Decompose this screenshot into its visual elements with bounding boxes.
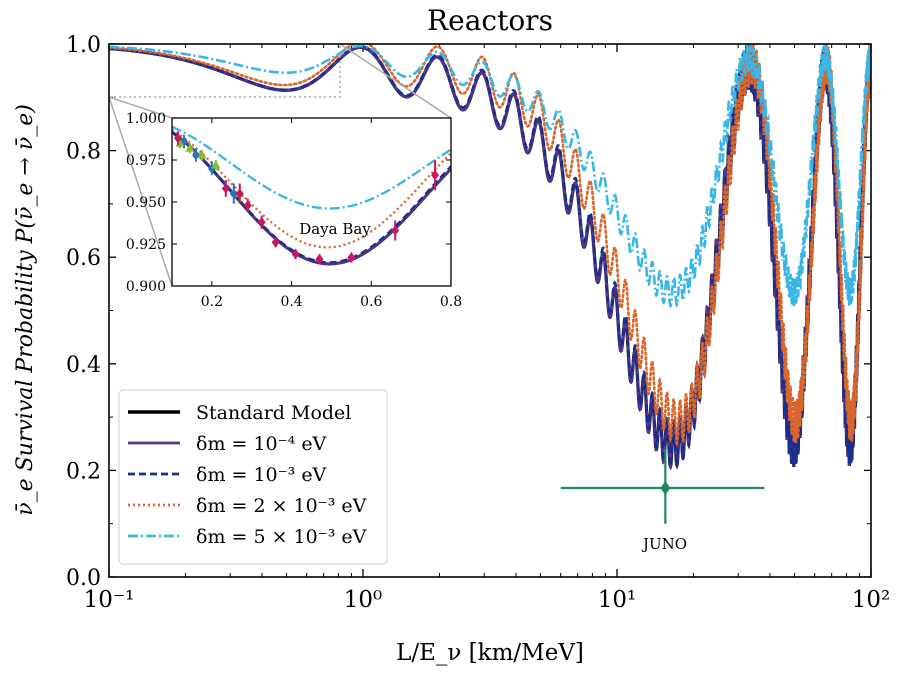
inset-point-green (185, 143, 195, 152)
main-plot-frame (108, 43, 872, 578)
inset-zoom-guides (108, 43, 452, 287)
y-tick-label: 0.0 (66, 566, 101, 591)
inset-curve-1 (172, 131, 451, 266)
y-tick-label: 0.4 (66, 353, 101, 378)
inset-point-green (197, 149, 207, 159)
legend-label-0: Standard Model (196, 402, 351, 424)
inset-point-magenta (257, 217, 266, 228)
legend-label-3: δm = 2 × 10⁻³ eV (196, 495, 367, 517)
inset-point-magenta (431, 170, 440, 181)
inset-y-tick-label: 0.975 (126, 153, 166, 169)
inset-x-tick-label: 0.6 (360, 294, 382, 310)
inset-point-magenta (391, 225, 400, 236)
y-tick-label: 1.0 (66, 33, 101, 58)
legend-label-4: δm = 5 × 10⁻³ eV (196, 526, 367, 548)
inset-x-tick-label: 0.2 (201, 294, 223, 310)
y-tick-label: 0.2 (66, 459, 101, 484)
inset-y-tick-label: 0.950 (126, 195, 166, 211)
inset-point-magenta (221, 183, 230, 194)
inset-point-magenta (235, 188, 244, 199)
inset-point-blue (192, 151, 200, 159)
inset-point-magenta (315, 254, 324, 265)
inset-curves (172, 125, 451, 266)
inset-label: Daya Bay (299, 220, 371, 238)
curve-3 (109, 44, 871, 447)
inset-x-tick-label: 0.4 (280, 294, 302, 310)
inset-axis-ticks: 0.2 0.4 0.6 0.8 0.900 0.925 0.950 0.975 1.000 (126, 111, 462, 310)
inset-curve-3 (172, 128, 451, 249)
y-tick-label: 0.8 (66, 140, 101, 165)
inset-curve-4 (172, 125, 451, 210)
inset-y-tick-label: 0.900 (126, 279, 166, 295)
daya-bay-inset: 0.2 0.4 0.6 0.8 0.900 0.925 0.950 0.975 1.000 Da… (126, 111, 462, 310)
curve-4 (109, 44, 871, 309)
legend: Standard Model δm = 10⁻⁴ eV δm = 10⁻³ eV δm… (118, 389, 388, 565)
legend-label-1: δm = 10⁻⁴ eV (196, 433, 327, 455)
juno-point (660, 480, 671, 495)
inset-point-blue (230, 190, 238, 198)
juno-data-point (560, 449, 765, 524)
main-curves (109, 44, 871, 471)
x-tick-label: 10² (852, 587, 891, 613)
y-tick-label: 0.6 (66, 246, 101, 271)
x-tick-label: 10⁻¹ (84, 587, 135, 613)
inset-point-green (211, 160, 221, 169)
x-axis-label: L/E_ν [km/MeV] (396, 640, 584, 666)
inset-point-magenta (291, 249, 300, 260)
inset-point-magenta (243, 200, 252, 211)
y-axis-label: ν̄_e Survival Probability P(ν̄_e → ν̄_e) (13, 104, 38, 516)
inset-y-tick-label: 1.000 (126, 111, 166, 127)
inset-point-magenta (347, 252, 356, 263)
legend-box (118, 389, 388, 565)
legend-label-2: δm = 10⁻³ eV (196, 464, 327, 486)
inset-frame (171, 117, 452, 287)
inset-x-tick-label: 0.8 (440, 294, 462, 310)
x-tick-label: 10⁰ (344, 587, 383, 613)
main-axis-ticks: 0.0 0.2 0.4 0.6 0.8 1.0 10⁻¹ 10⁰ 10¹ 10² (66, 33, 890, 613)
inset-curve-2 (172, 130, 451, 264)
juno-label: JUNO (641, 535, 687, 553)
inset-point-magenta (173, 133, 182, 144)
chart-title: Reactors (427, 4, 553, 37)
inset-point-magenta (271, 237, 280, 248)
inset-data-points (173, 131, 440, 265)
inset-y-tick-label: 0.925 (126, 237, 166, 253)
x-tick-label: 10¹ (598, 587, 637, 613)
